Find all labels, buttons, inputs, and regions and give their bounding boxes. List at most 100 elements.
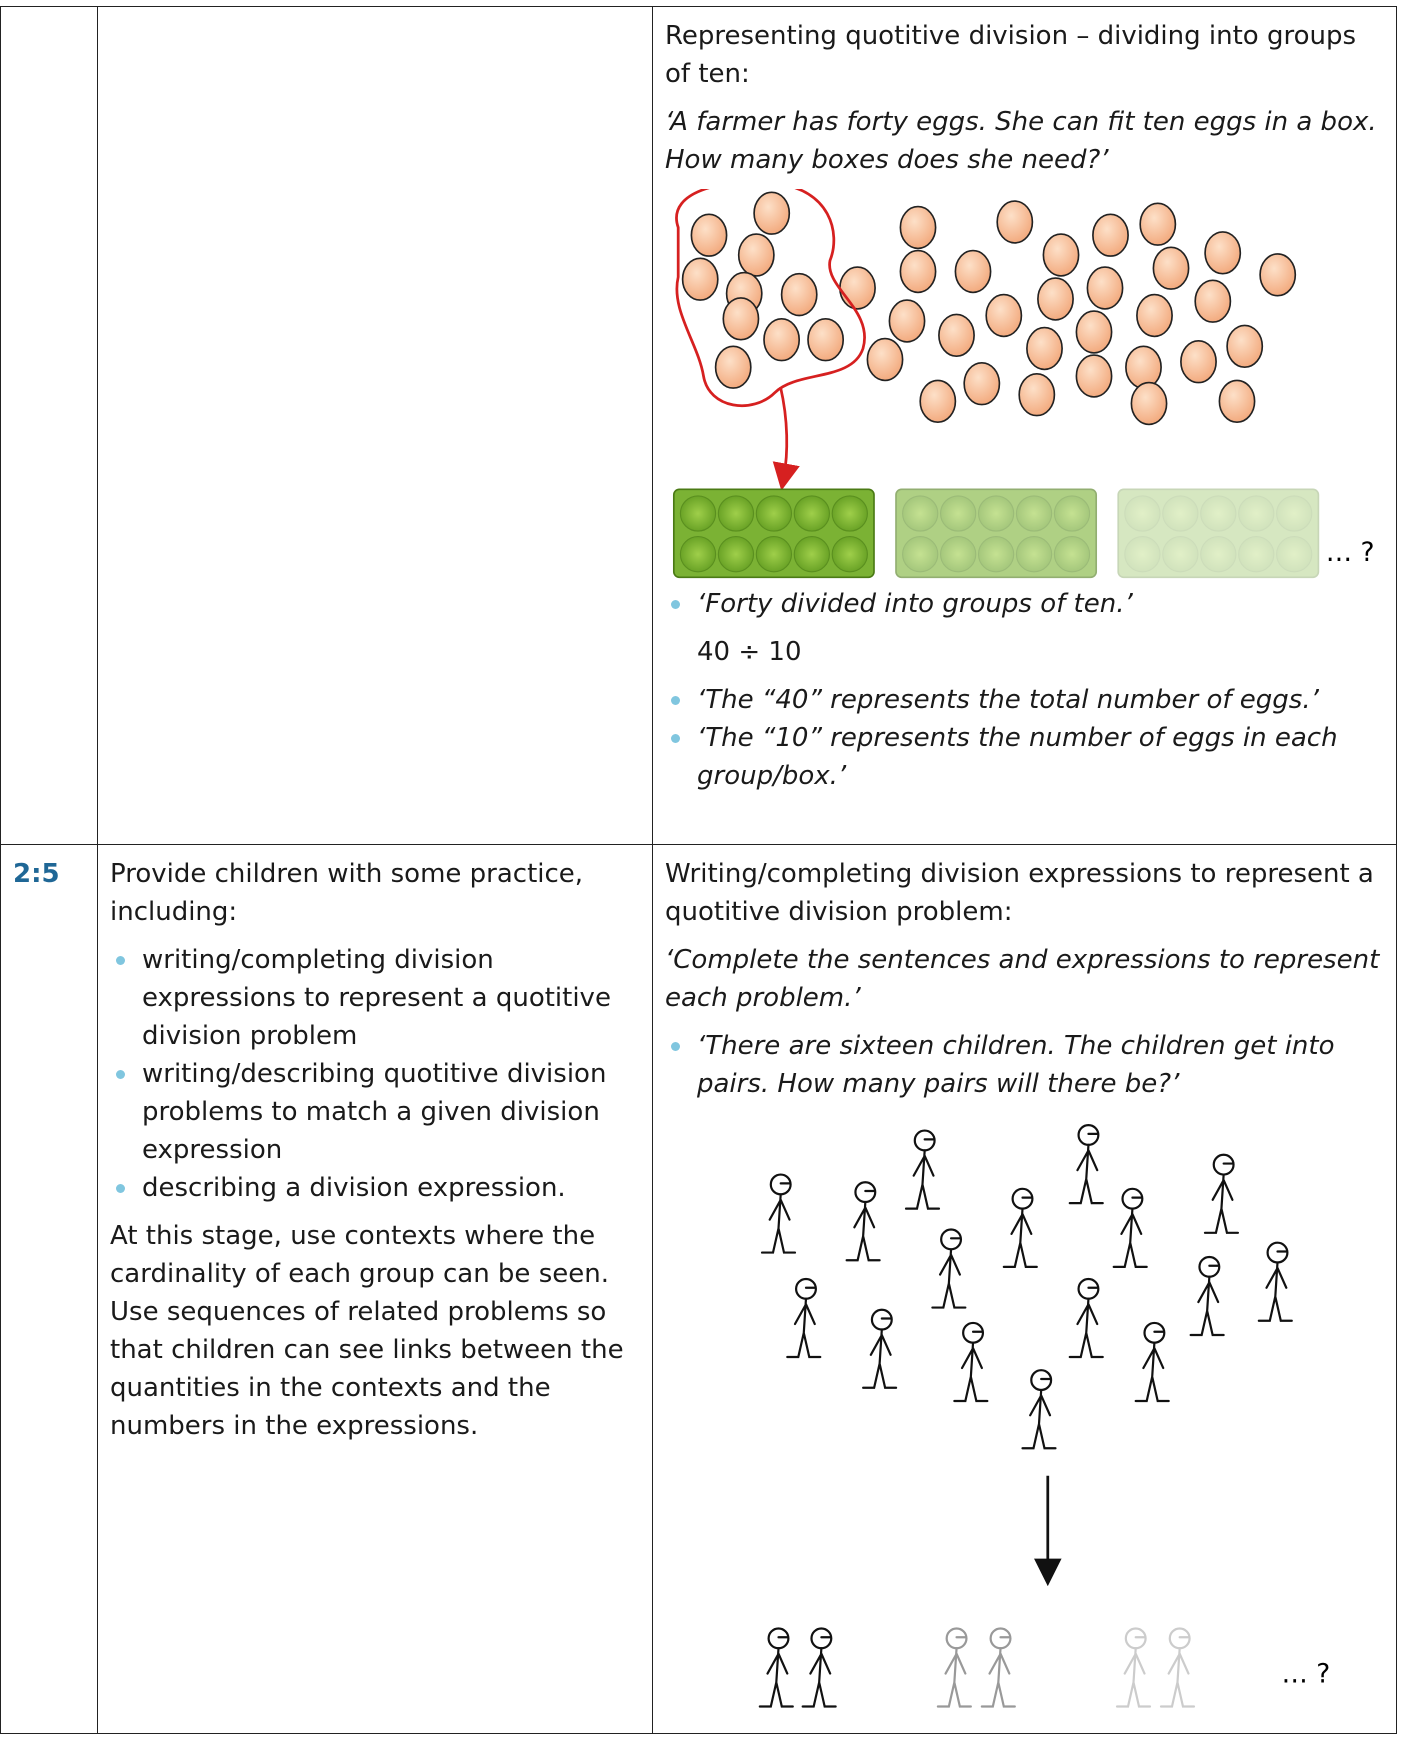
prompt: ‘Complete the sentences and expressions … — [665, 945, 1380, 1013]
child-figure — [1189, 1255, 1225, 1337]
cell — [0, 6, 98, 845]
child-figure — [862, 1308, 898, 1389]
egg-cup — [1276, 495, 1313, 532]
heading: Writing/completing division expressions … — [665, 859, 1374, 927]
egg — [888, 299, 926, 343]
egg — [1226, 324, 1264, 369]
child-figure — [786, 1277, 822, 1359]
egg — [899, 205, 937, 250]
egg — [1136, 293, 1173, 338]
egg-cup — [940, 495, 977, 532]
egg — [807, 317, 845, 362]
body — [936, 1636, 972, 1708]
egg-cup — [1015, 536, 1053, 573]
body — [1159, 1636, 1196, 1708]
child-figure — [845, 1181, 881, 1262]
egg — [714, 345, 752, 389]
body — [1021, 1377, 1057, 1450]
body — [760, 1182, 797, 1254]
cell: Writing/completing division expressions … — [652, 844, 1397, 1734]
egg-cup — [1162, 536, 1199, 573]
body — [1068, 1132, 1104, 1205]
egg — [763, 317, 801, 362]
cell — [97, 6, 653, 845]
egg-box — [672, 488, 875, 579]
egg-cup — [1015, 495, 1053, 532]
egg — [938, 313, 975, 358]
child-figure — [1002, 1187, 1038, 1268]
body — [1115, 1636, 1152, 1708]
bullet: ‘Forty divided into groups of ten.’ — [665, 585, 1388, 623]
egg-cup — [755, 495, 793, 532]
egg-cup — [1053, 495, 1091, 532]
egg — [954, 249, 992, 294]
egg-box — [895, 488, 1098, 579]
egg-cup — [717, 536, 755, 573]
body — [931, 1237, 967, 1309]
group-outline — [675, 189, 866, 407]
body — [1189, 1264, 1225, 1337]
egg — [1194, 279, 1232, 323]
egg — [780, 272, 818, 317]
egg — [1026, 326, 1063, 371]
body — [845, 1189, 881, 1262]
egg — [1042, 233, 1080, 277]
body — [801, 1636, 837, 1708]
egg — [963, 361, 1001, 406]
egg-cup — [1200, 536, 1237, 573]
egg-cup — [793, 536, 830, 573]
egg — [1125, 345, 1162, 389]
child-figure — [1159, 1627, 1196, 1708]
guidance-intro: Provide children with some practice, inc… — [110, 859, 584, 927]
egg — [839, 266, 876, 310]
head — [1266, 1241, 1289, 1264]
egg — [985, 293, 1023, 338]
child-figure — [936, 1627, 972, 1708]
bullet-list: ‘The “40” represents the total number of… — [665, 681, 1388, 795]
prompt: ‘A farmer has forty eggs. She can fit te… — [665, 107, 1377, 175]
lesson-table: Representing quotitive division – dividi… — [0, 6, 1397, 1734]
expression: 40 ÷ 10 — [697, 637, 802, 667]
child-figure — [953, 1321, 989, 1403]
head — [794, 1277, 817, 1300]
body — [1112, 1196, 1148, 1268]
egg — [919, 379, 957, 424]
egg — [1018, 372, 1056, 417]
egg-cup — [1238, 536, 1275, 573]
egg — [1259, 253, 1297, 297]
egg — [1204, 231, 1242, 275]
egg — [1037, 277, 1074, 321]
child-figure — [931, 1228, 967, 1309]
bullet: writing/describing quotitive division pr… — [110, 1055, 640, 1169]
egg-cup — [1162, 495, 1199, 532]
egg-cup — [902, 536, 939, 573]
body — [953, 1330, 989, 1403]
egg — [996, 200, 1034, 244]
bullet-list: ‘Forty divided into groups of ten.’ — [665, 585, 1388, 623]
egg-cup — [1124, 495, 1161, 532]
body — [1257, 1250, 1293, 1322]
egg-cup — [679, 495, 717, 532]
body — [1068, 1286, 1104, 1359]
egg-cup — [831, 495, 868, 532]
child-figure — [1021, 1369, 1057, 1450]
cell: Provide children with some practice, inc… — [97, 844, 653, 1734]
egg — [1218, 379, 1256, 424]
egg-cup — [793, 495, 830, 532]
egg — [1075, 310, 1113, 354]
egg-cup — [679, 536, 717, 573]
egg-cup — [1124, 536, 1161, 573]
bullet-list: writing/completing division expressions … — [110, 941, 640, 1207]
eggs-illustration: … ? — [672, 189, 1375, 579]
child-figure — [904, 1129, 941, 1210]
egg — [899, 249, 937, 294]
guidance-paragraph: At this stage, use contexts where the ca… — [110, 1221, 624, 1441]
egg — [1075, 354, 1113, 398]
egg-cup — [1276, 536, 1313, 573]
step-label: 2:5 — [0, 844, 98, 1734]
head — [1077, 1277, 1100, 1300]
body — [904, 1138, 941, 1210]
body — [1203, 1162, 1240, 1234]
body — [980, 1636, 1016, 1708]
